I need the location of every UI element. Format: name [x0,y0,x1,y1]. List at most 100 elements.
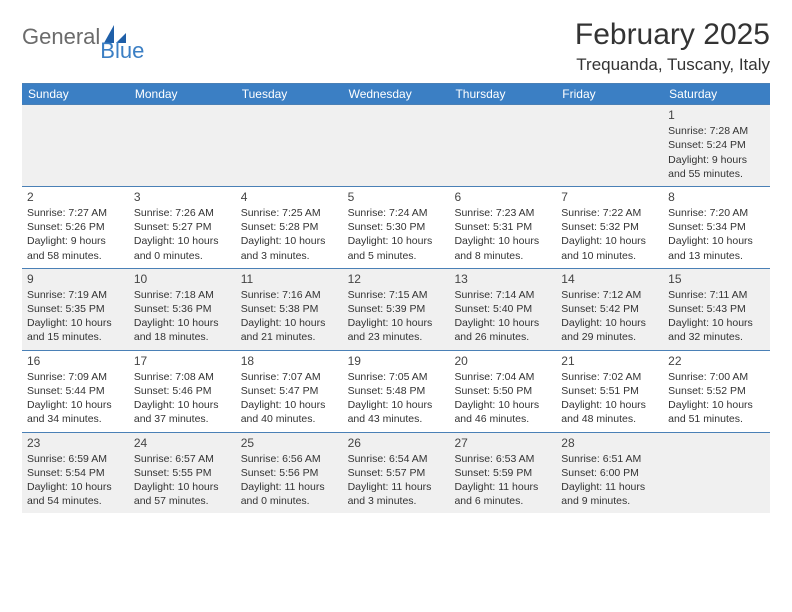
daylight-text: Daylight: 9 hours and 58 minutes. [27,234,124,262]
sunrise-text: Sunrise: 7:19 AM [27,288,124,302]
day-cell: 21Sunrise: 7:02 AMSunset: 5:51 PMDayligh… [556,351,663,432]
calendar-grid: Sunday Monday Tuesday Wednesday Thursday… [22,83,770,513]
sunrise-text: Sunrise: 7:14 AM [454,288,551,302]
daylight-text: Daylight: 10 hours and 48 minutes. [561,398,658,426]
brand-logo: General Blue [22,24,172,50]
day-number: 1 [668,107,765,123]
weekday-thursday: Thursday [449,84,556,104]
day-cell: 25Sunrise: 6:56 AMSunset: 5:56 PMDayligh… [236,433,343,514]
daylight-text: Daylight: 11 hours and 0 minutes. [241,480,338,508]
day-number: 8 [668,189,765,205]
sunrise-text: Sunrise: 6:56 AM [241,452,338,466]
day-number: 11 [241,271,338,287]
sunset-text: Sunset: 5:26 PM [27,220,124,234]
day-cell: 5Sunrise: 7:24 AMSunset: 5:30 PMDaylight… [343,187,450,268]
daylight-text: Daylight: 10 hours and 10 minutes. [561,234,658,262]
week-row: 2Sunrise: 7:27 AMSunset: 5:26 PMDaylight… [22,186,770,268]
sunrise-text: Sunrise: 7:20 AM [668,206,765,220]
sunset-text: Sunset: 6:00 PM [561,466,658,480]
day-number: 25 [241,435,338,451]
sunrise-text: Sunrise: 7:26 AM [134,206,231,220]
sunset-text: Sunset: 5:59 PM [454,466,551,480]
day-cell: 11Sunrise: 7:16 AMSunset: 5:38 PMDayligh… [236,269,343,350]
day-number: 26 [348,435,445,451]
sunrise-text: Sunrise: 6:51 AM [561,452,658,466]
header-row: General Blue February 2025 Trequanda, Tu… [22,18,770,75]
day-cell: 14Sunrise: 7:12 AMSunset: 5:42 PMDayligh… [556,269,663,350]
sunset-text: Sunset: 5:54 PM [27,466,124,480]
sunset-text: Sunset: 5:51 PM [561,384,658,398]
weekday-saturday: Saturday [663,84,770,104]
day-cell [129,105,236,186]
sunrise-text: Sunrise: 7:08 AM [134,370,231,384]
sunset-text: Sunset: 5:40 PM [454,302,551,316]
sunrise-text: Sunrise: 7:23 AM [454,206,551,220]
daylight-text: Daylight: 11 hours and 6 minutes. [454,480,551,508]
sunrise-text: Sunrise: 7:04 AM [454,370,551,384]
day-cell: 22Sunrise: 7:00 AMSunset: 5:52 PMDayligh… [663,351,770,432]
daylight-text: Daylight: 10 hours and 51 minutes. [668,398,765,426]
day-number: 10 [134,271,231,287]
month-title: February 2025 [575,18,770,52]
sunrise-text: Sunrise: 7:00 AM [668,370,765,384]
day-cell: 7Sunrise: 7:22 AMSunset: 5:32 PMDaylight… [556,187,663,268]
sunset-text: Sunset: 5:57 PM [348,466,445,480]
day-cell: 4Sunrise: 7:25 AMSunset: 5:28 PMDaylight… [236,187,343,268]
daylight-text: Daylight: 10 hours and 29 minutes. [561,316,658,344]
day-number: 7 [561,189,658,205]
day-number: 23 [27,435,124,451]
sunrise-text: Sunrise: 6:57 AM [134,452,231,466]
day-number: 16 [27,353,124,369]
sunrise-text: Sunrise: 7:25 AM [241,206,338,220]
sunset-text: Sunset: 5:31 PM [454,220,551,234]
day-number: 22 [668,353,765,369]
daylight-text: Daylight: 10 hours and 37 minutes. [134,398,231,426]
day-number: 9 [27,271,124,287]
day-cell [663,433,770,514]
day-cell: 8Sunrise: 7:20 AMSunset: 5:34 PMDaylight… [663,187,770,268]
sunset-text: Sunset: 5:35 PM [27,302,124,316]
sunrise-text: Sunrise: 6:59 AM [27,452,124,466]
day-number: 13 [454,271,551,287]
daylight-text: Daylight: 11 hours and 9 minutes. [561,480,658,508]
day-number: 12 [348,271,445,287]
daylight-text: Daylight: 10 hours and 34 minutes. [27,398,124,426]
day-cell: 26Sunrise: 6:54 AMSunset: 5:57 PMDayligh… [343,433,450,514]
sunset-text: Sunset: 5:34 PM [668,220,765,234]
daylight-text: Daylight: 10 hours and 21 minutes. [241,316,338,344]
day-cell: 24Sunrise: 6:57 AMSunset: 5:55 PMDayligh… [129,433,236,514]
day-number: 18 [241,353,338,369]
sunrise-text: Sunrise: 7:02 AM [561,370,658,384]
day-number: 27 [454,435,551,451]
sunrise-text: Sunrise: 7:22 AM [561,206,658,220]
day-cell: 13Sunrise: 7:14 AMSunset: 5:40 PMDayligh… [449,269,556,350]
sunset-text: Sunset: 5:36 PM [134,302,231,316]
sunrise-text: Sunrise: 7:24 AM [348,206,445,220]
day-cell: 3Sunrise: 7:26 AMSunset: 5:27 PMDaylight… [129,187,236,268]
sunset-text: Sunset: 5:55 PM [134,466,231,480]
sunrise-text: Sunrise: 7:16 AM [241,288,338,302]
weeks-container: 1Sunrise: 7:28 AMSunset: 5:24 PMDaylight… [22,104,770,513]
day-number: 21 [561,353,658,369]
day-cell: 2Sunrise: 7:27 AMSunset: 5:26 PMDaylight… [22,187,129,268]
logo-text-blue: Blue [100,38,144,64]
daylight-text: Daylight: 10 hours and 13 minutes. [668,234,765,262]
day-number: 28 [561,435,658,451]
calendar-page: General Blue February 2025 Trequanda, Tu… [0,0,792,513]
daylight-text: Daylight: 10 hours and 40 minutes. [241,398,338,426]
daylight-text: Daylight: 10 hours and 54 minutes. [27,480,124,508]
daylight-text: Daylight: 10 hours and 57 minutes. [134,480,231,508]
location-subtitle: Trequanda, Tuscany, Italy [575,55,770,75]
title-block: February 2025 Trequanda, Tuscany, Italy [575,18,770,75]
week-row: 1Sunrise: 7:28 AMSunset: 5:24 PMDaylight… [22,104,770,186]
daylight-text: Daylight: 10 hours and 8 minutes. [454,234,551,262]
day-cell: 1Sunrise: 7:28 AMSunset: 5:24 PMDaylight… [663,105,770,186]
day-cell: 12Sunrise: 7:15 AMSunset: 5:39 PMDayligh… [343,269,450,350]
sunset-text: Sunset: 5:28 PM [241,220,338,234]
daylight-text: Daylight: 9 hours and 55 minutes. [668,153,765,181]
sunset-text: Sunset: 5:52 PM [668,384,765,398]
sunset-text: Sunset: 5:46 PM [134,384,231,398]
sunset-text: Sunset: 5:30 PM [348,220,445,234]
day-number: 14 [561,271,658,287]
daylight-text: Daylight: 11 hours and 3 minutes. [348,480,445,508]
